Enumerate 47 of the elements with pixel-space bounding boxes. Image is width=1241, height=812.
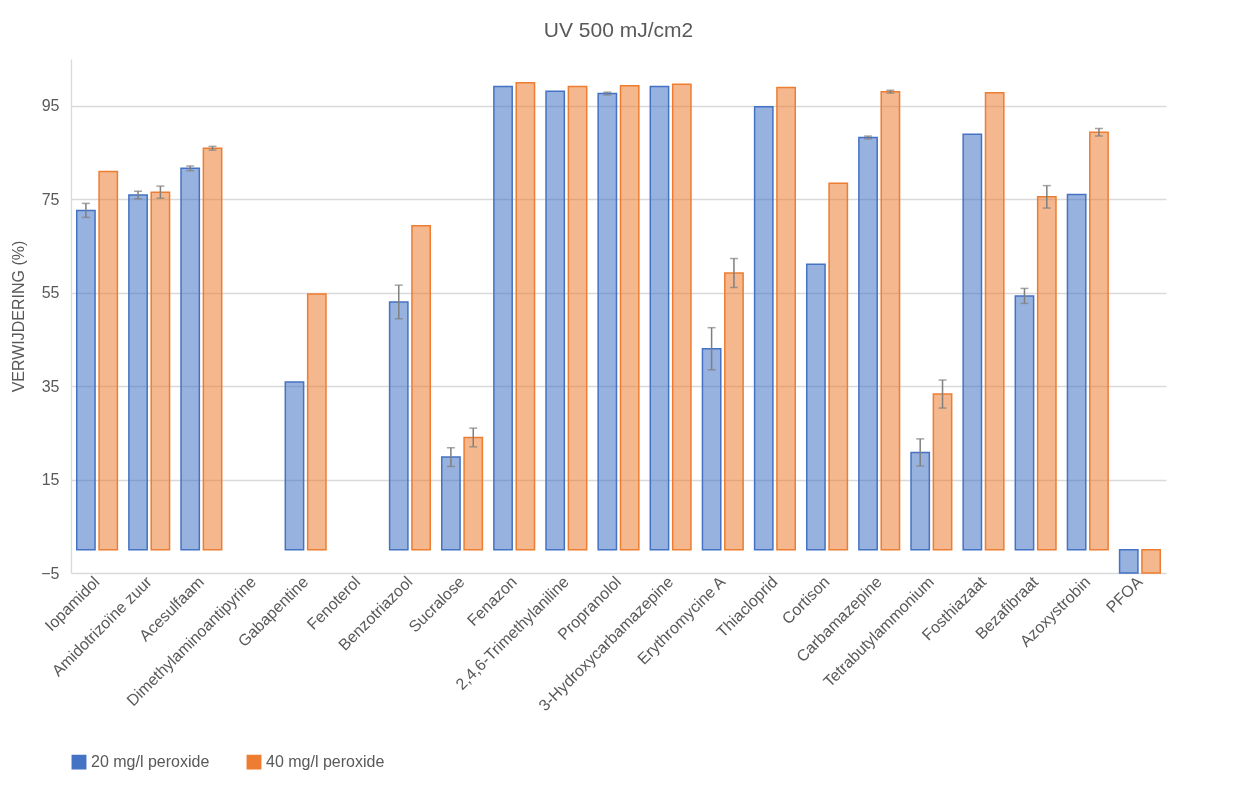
legend-label: 20 mg/l peroxide bbox=[91, 753, 210, 771]
bar bbox=[515, 82, 536, 551]
bar bbox=[753, 105, 774, 551]
bar bbox=[440, 456, 461, 551]
bar bbox=[776, 86, 797, 551]
bar bbox=[463, 436, 484, 551]
y-tick-label: 75 bbox=[41, 190, 60, 208]
bar bbox=[545, 90, 566, 551]
bar bbox=[1089, 131, 1109, 551]
bar bbox=[619, 84, 640, 551]
bar bbox=[858, 136, 878, 551]
y-tick-label: 35 bbox=[41, 377, 60, 395]
bar bbox=[128, 194, 148, 551]
bar bbox=[701, 347, 722, 551]
bar bbox=[567, 85, 588, 551]
bar bbox=[75, 209, 96, 551]
bar bbox=[493, 85, 513, 551]
bar bbox=[1014, 295, 1035, 551]
bar bbox=[98, 170, 119, 551]
bar bbox=[180, 167, 201, 551]
chart-title: UV 500 mJ/cm2 bbox=[543, 18, 694, 41]
bar bbox=[880, 90, 901, 551]
bar bbox=[150, 191, 171, 551]
bar bbox=[962, 133, 983, 551]
y-tick-label: 95 bbox=[41, 97, 60, 115]
bar bbox=[649, 85, 670, 551]
bar bbox=[828, 182, 849, 551]
y-tick-label: 15 bbox=[41, 471, 60, 489]
bar bbox=[388, 301, 409, 551]
bar bbox=[1066, 193, 1087, 551]
bar bbox=[932, 393, 953, 551]
legend-label: 40 mg/l peroxide bbox=[266, 753, 385, 771]
bar bbox=[202, 147, 223, 551]
y-tick-label: 55 bbox=[41, 284, 60, 302]
bar bbox=[984, 91, 1005, 551]
bar bbox=[805, 263, 826, 551]
y-axis-title: VERWIJDERING (%) bbox=[10, 240, 28, 393]
bar bbox=[1141, 548, 1162, 574]
bar bbox=[411, 225, 432, 551]
bar bbox=[724, 272, 744, 551]
bar bbox=[1118, 548, 1139, 574]
bar bbox=[306, 293, 327, 551]
bar bbox=[284, 381, 305, 551]
bar bbox=[671, 83, 692, 551]
bar bbox=[1036, 196, 1057, 551]
bar bbox=[910, 451, 931, 551]
bar bbox=[597, 92, 618, 551]
